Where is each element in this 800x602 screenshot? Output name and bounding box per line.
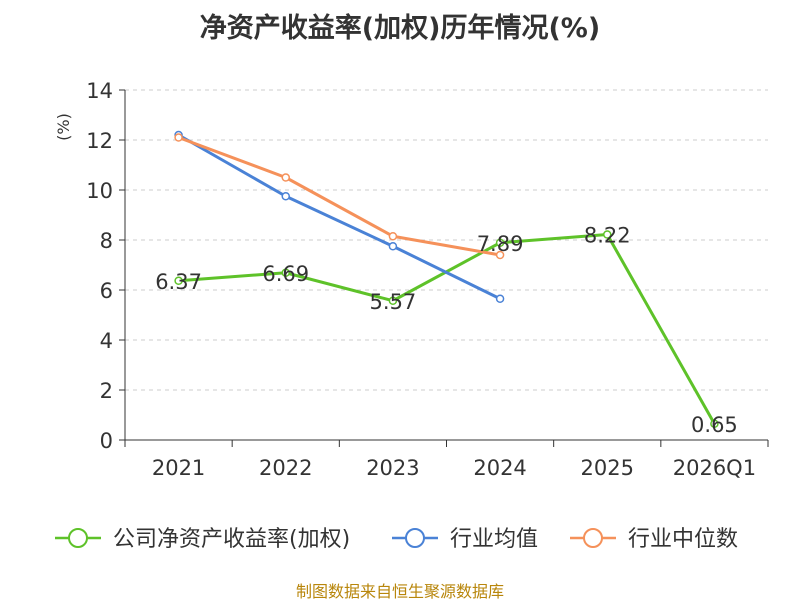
data-label-2022: 6.69: [262, 262, 309, 286]
y-tick-label: 8: [100, 229, 113, 253]
x-tick-label-2026Q1: 2026Q1: [673, 456, 756, 480]
series: [174, 130, 719, 428]
y-tick-label: 0: [100, 429, 113, 453]
series-0-point-2024: [495, 238, 505, 247]
series-2-point-2024: [495, 250, 505, 260]
data-label-2021: 6.37: [155, 270, 202, 294]
series-line-0: [178, 233, 716, 425]
legend-marker-2: [583, 528, 603, 548]
data-labels: 6.37 6.69 5.57 7.89 8.22 0.65: [155, 224, 738, 437]
y-tick-label: 12: [86, 129, 113, 153]
series-2-point-2023: [388, 232, 398, 241]
grid-lines: [125, 89, 768, 391]
series-line-1: [177, 133, 501, 301]
data-label-2023: 5.57: [370, 290, 417, 314]
series-1-point-2024: [495, 294, 505, 303]
chart-title: 净资产收益率(加权)历年情况(%): [199, 13, 601, 44]
series-0-point-2025: [603, 230, 612, 239]
data-label-2025: 8.22: [584, 224, 631, 248]
series-0-point-2026Q1: [710, 419, 719, 428]
series-2-point-2022: [281, 173, 290, 182]
y-tick-label: 14: [86, 79, 113, 103]
legend-marker-1: [405, 528, 425, 548]
axes: 0 2 4 6 8 10 12 14 2021 2022 2023 2024 2025 2026Q1: [86, 79, 769, 480]
source-note: 制图数据来自恒生聚源数据库: [295, 582, 504, 601]
series-0-point-2022: [281, 268, 290, 277]
y-tick-label: 4: [100, 329, 113, 353]
series-2-point-2021: [174, 133, 183, 142]
series-0-point-2023: [388, 296, 398, 305]
x-tick-label-2023: 2023: [366, 456, 419, 480]
data-label-2026Q1: 0.65: [691, 413, 738, 437]
y-axis-unit-label: (%): [54, 113, 73, 141]
x-tick-label-2022: 2022: [259, 456, 312, 480]
legend-label-1: 行业均值: [450, 527, 538, 552]
x-tick-label-2024: 2024: [473, 456, 526, 480]
legend-marker-0: [68, 528, 88, 548]
data-label-2024: 7.89: [477, 232, 524, 256]
series-line-2: [178, 136, 501, 257]
y-tick-label: 10: [86, 179, 113, 203]
series-0-point-2021: [174, 276, 183, 285]
series-1-point-2023: [388, 242, 398, 251]
series-1-point-2022: [281, 192, 290, 201]
legend-label-0: 公司净资产收益率(加权): [113, 527, 350, 552]
x-tick-label-2021: 2021: [152, 456, 205, 480]
legend-label-2: 行业中位数: [628, 527, 738, 552]
legend: 公司净资产收益率(加权) 行业均值 行业中位数: [55, 527, 738, 552]
y-tick-label: 2: [100, 379, 113, 403]
y-tick-label: 6: [100, 279, 113, 303]
x-tick-label-2025: 2025: [581, 456, 634, 480]
